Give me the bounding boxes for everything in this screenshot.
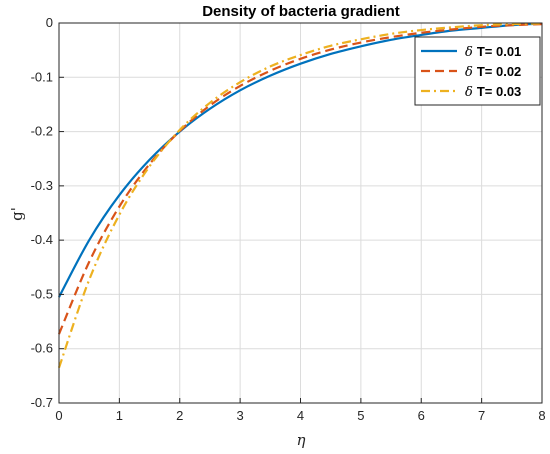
legend: δ T= 0.01 δ T= 0.02 δ T= 0.03 (414, 36, 541, 106)
series-line-1 (58, 22, 543, 298)
legend-entry-1: δ T= 0.01 (465, 44, 521, 60)
x-axis-label: η (297, 431, 306, 449)
chart-title: Density of bacteria gradient (202, 3, 400, 20)
y-tick-label: -0.6 (31, 341, 53, 356)
series-line-3 (57, 22, 543, 369)
legend-symbol: δ (465, 65, 473, 80)
y-tick-label: -0.4 (31, 232, 53, 247)
y-tick-label: -0.3 (31, 178, 53, 193)
x-tick-label: 3 (237, 408, 244, 423)
x-tick-label: 8 (538, 408, 545, 423)
y-tick-label: -0.7 (31, 395, 53, 410)
series-line-2 (57, 22, 543, 335)
legend-symbol: δ (465, 45, 473, 60)
legend-label: T= 0.01 (477, 44, 521, 59)
curves (57, 22, 543, 369)
x-tick-label: 5 (357, 408, 364, 423)
x-tick-label: 7 (478, 408, 485, 423)
legend-label: T= 0.02 (477, 64, 521, 79)
y-tick-label: -0.1 (31, 69, 53, 84)
x-tick-label: 4 (297, 408, 304, 423)
legend-label: T= 0.03 (477, 84, 521, 99)
ticks: 0 1 2 3 4 5 6 7 8 0 -0.1 -0.2 -0.3 -0.4 -0.5 -0.6 -0.7 (31, 15, 546, 423)
legend-entry-3: δ T= 0.03 (465, 84, 521, 100)
y-axis-label: g' (8, 207, 26, 221)
y-tick-label: -0.5 (31, 286, 53, 301)
legend-entry-2: δ T= 0.02 (465, 64, 521, 80)
y-tick-label: -0.2 (31, 124, 53, 139)
x-tick-label: 2 (176, 408, 183, 423)
y-tick-label: 0 (46, 15, 53, 30)
legend-symbol: δ (465, 85, 473, 100)
x-tick-label: 1 (116, 408, 123, 423)
x-tick-label: 0 (55, 408, 62, 423)
x-tick-label: 6 (418, 408, 425, 423)
